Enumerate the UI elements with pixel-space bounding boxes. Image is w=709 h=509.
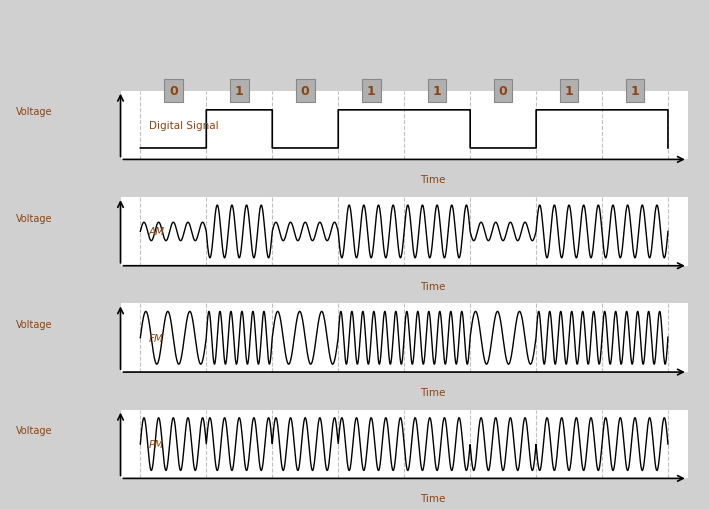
Text: 1: 1 bbox=[630, 85, 640, 98]
Text: 1: 1 bbox=[367, 85, 376, 98]
Text: 0: 0 bbox=[169, 85, 178, 98]
Text: Time: Time bbox=[420, 387, 445, 398]
Text: AM: AM bbox=[149, 227, 165, 237]
Text: FM: FM bbox=[149, 333, 164, 343]
Text: 1: 1 bbox=[564, 85, 574, 98]
Text: Digital Signal: Digital Signal bbox=[149, 121, 218, 131]
Text: Voltage: Voltage bbox=[16, 426, 52, 436]
Text: 1: 1 bbox=[432, 85, 442, 98]
Text: Time: Time bbox=[420, 175, 445, 185]
Text: Voltage: Voltage bbox=[16, 213, 52, 223]
Text: 0: 0 bbox=[498, 85, 508, 98]
Text: PM: PM bbox=[149, 439, 164, 449]
Text: Time: Time bbox=[420, 494, 445, 503]
Text: Voltage: Voltage bbox=[16, 320, 52, 329]
Text: Voltage: Voltage bbox=[16, 107, 52, 117]
Text: 0: 0 bbox=[301, 85, 310, 98]
Text: 1: 1 bbox=[235, 85, 244, 98]
Text: Time: Time bbox=[420, 281, 445, 291]
